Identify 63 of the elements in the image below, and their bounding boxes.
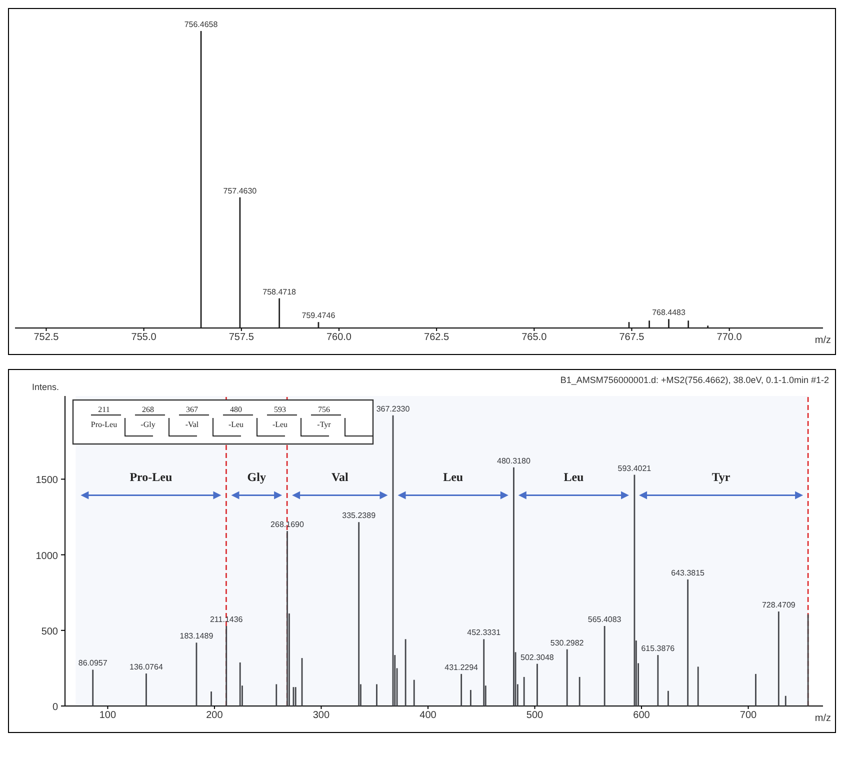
annotation: 367.2330 <box>376 404 410 414</box>
annotation: 565.4083 <box>588 615 622 624</box>
annotation: 756.4658 <box>184 20 218 29</box>
band-label: Leu <box>443 470 464 484</box>
annotation: 768.4483 <box>652 308 686 318</box>
annotation: 530.2982 <box>550 638 584 648</box>
x-tick-label: 765.0 <box>522 332 548 344</box>
annotation: 758.4718 <box>262 287 297 296</box>
x-tick-label: 762.5 <box>424 332 450 344</box>
annotation: 593 <box>274 405 286 414</box>
annotation: 728.4709 <box>762 600 796 610</box>
band-label: Gly <box>247 470 266 484</box>
x-tick-label: 700 <box>740 710 758 722</box>
annotation: 593.4021 <box>618 464 652 473</box>
y-tick-label: 1000 <box>36 550 58 562</box>
y-tick-label: 1500 <box>36 475 58 486</box>
annotation: 136.0764 <box>130 662 164 672</box>
annotation: 86.0957 <box>78 658 108 668</box>
x-tick-label: 760.0 <box>326 332 352 344</box>
annotation: 643.3815 <box>671 568 706 578</box>
annotation: -Gly <box>140 420 156 429</box>
x-tick-label: 600 <box>633 710 650 722</box>
band-label: Leu <box>564 470 584 484</box>
x-tick-label: 770.0 <box>716 332 742 344</box>
annotation: 756 <box>318 405 330 414</box>
x-tick-label: 500 <box>526 710 544 722</box>
x-tick-label: 757.5 <box>228 332 254 344</box>
annotation: 211.1436 <box>210 615 244 624</box>
annotation: 211 <box>98 405 110 414</box>
annotation: 183.1489 <box>180 632 214 641</box>
x-tick-label: 300 <box>312 710 330 722</box>
annotation: 615.3876 <box>641 644 676 654</box>
annotation: -Tyr <box>317 420 332 429</box>
chart-title: B1_AMSM756000001.d: +MS2(756.4662), 38.0eV, 0.1-1.0min #1-2 <box>560 375 829 385</box>
annotation: 480.3180 <box>497 456 531 466</box>
annotation: 757.4630 <box>223 186 258 196</box>
annotation: 335.2389 <box>342 511 376 520</box>
band-label: Val <box>331 470 350 484</box>
y-axis-title: Intens. <box>32 382 59 392</box>
annotation: Pro-Leu <box>90 420 118 429</box>
annotation: 502.3048 <box>520 652 554 662</box>
x-tick-label: 752.5 <box>34 332 60 344</box>
x-tick-label: 400 <box>420 710 437 722</box>
annotation: 759.4746 <box>302 311 336 320</box>
annotation: -Leu <box>228 420 244 429</box>
annotation: 480 <box>230 405 242 414</box>
band-label: Pro-Leu <box>130 470 172 484</box>
x-axis-title: m/z <box>814 713 831 724</box>
x-tick-label: 200 <box>206 710 224 722</box>
x-tick-label: 100 <box>99 710 116 722</box>
x-axis-title: m/z <box>814 335 831 346</box>
annotation: 367 <box>186 405 198 414</box>
annotation: 268 <box>142 405 154 414</box>
annotation: -Val <box>185 420 200 429</box>
x-tick-label: 755.0 <box>131 332 157 344</box>
y-tick-label: 0 <box>52 702 58 713</box>
x-tick-label: 767.5 <box>619 332 645 344</box>
band-label: Tyr <box>712 470 731 484</box>
y-tick-label: 500 <box>41 626 58 638</box>
annotation: 431.2294 <box>444 662 479 672</box>
annotation: 452.3331 <box>467 628 502 638</box>
annotation: 268.1690 <box>270 520 304 530</box>
annotation: -Leu <box>272 420 288 429</box>
